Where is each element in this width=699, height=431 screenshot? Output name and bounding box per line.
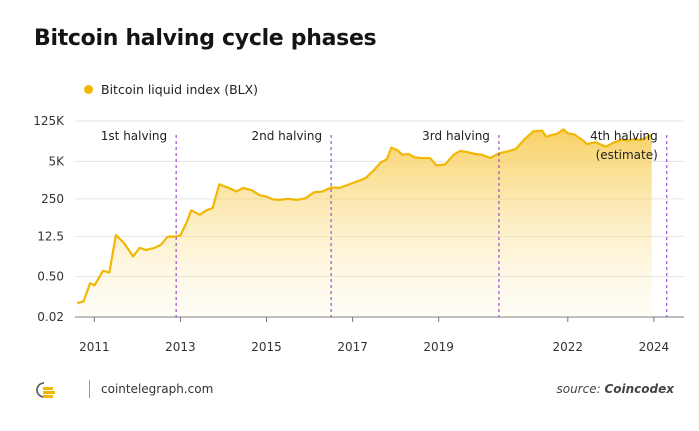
- x-tick-label: 2017: [337, 340, 368, 354]
- halving-label: 1st halving: [101, 129, 167, 143]
- footer-source-prefix: source:: [556, 382, 605, 396]
- footer-source-name: Coincodex: [604, 382, 674, 396]
- x-tick-label: 2013: [165, 340, 196, 354]
- series-line: [76, 128, 653, 305]
- y-tick-label: 250: [41, 192, 64, 206]
- legend-swatch: [84, 85, 93, 94]
- y-tick-label: 12.5: [37, 229, 64, 243]
- x-tick-label: 2019: [423, 340, 454, 354]
- footer: cointelegraph.com source: Coincodex: [34, 380, 674, 400]
- legend-label: Bitcoin liquid index (BLX): [101, 82, 259, 97]
- y-tick-label: 125K: [33, 114, 65, 128]
- chart-title: Bitcoin halving cycle phases: [34, 26, 377, 51]
- chart-legend: Bitcoin liquid index (BLX): [84, 82, 258, 97]
- y-tick-label: 0.02: [37, 310, 64, 324]
- x-tick-label: 2011: [79, 340, 110, 354]
- halving-sublabel: (estimate): [596, 148, 658, 162]
- footer-site-name: cointelegraph.com: [101, 382, 214, 396]
- y-tick-label: 0.50: [37, 270, 64, 284]
- x-tick-label: 2024: [639, 340, 670, 354]
- halving-label: 2nd halving: [251, 129, 322, 143]
- x-tick-label: 2015: [251, 340, 282, 354]
- area-fill: [77, 129, 652, 317]
- footer-divider: [89, 380, 90, 398]
- x-tick-label: 2022: [553, 340, 584, 354]
- chart-area: 1st halving 2nd halving 3rd halving 4th hal…: [33, 114, 684, 354]
- y-tick-label: 5K: [48, 154, 65, 168]
- halving-label: 4th halving: [590, 129, 658, 143]
- cointelegraph-logo-icon: [36, 382, 55, 398]
- footer-source: source: Coincodex: [556, 382, 674, 396]
- halving-label: 3rd halving: [422, 129, 490, 143]
